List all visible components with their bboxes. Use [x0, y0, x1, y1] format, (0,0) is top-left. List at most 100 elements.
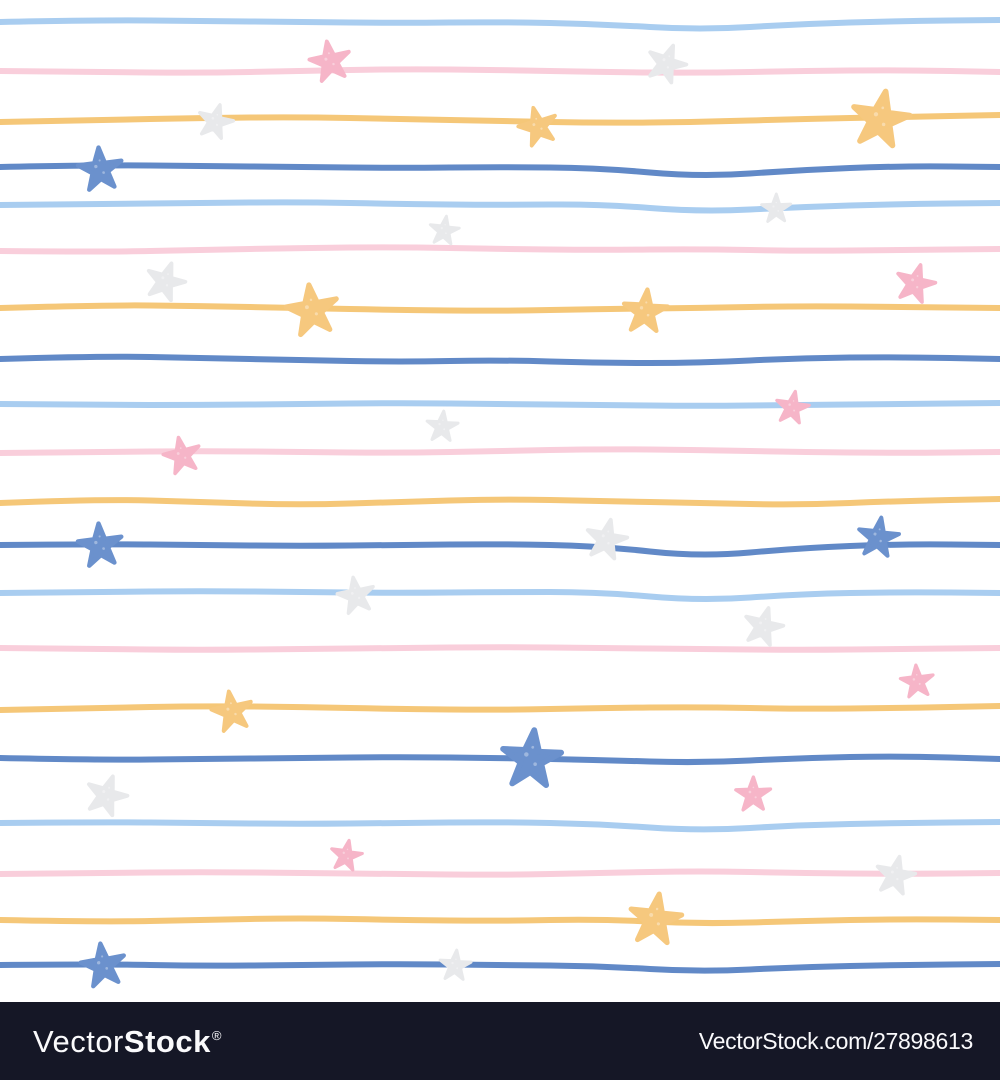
- star-speckle: [792, 400, 795, 402]
- star-speckle: [94, 540, 98, 545]
- star-speckle: [656, 922, 660, 926]
- star-icon-pink: [734, 775, 773, 812]
- star-speckle: [455, 958, 457, 961]
- star-speckle: [793, 409, 796, 412]
- star-icon-gray: [428, 214, 461, 246]
- star-speckle: [764, 618, 767, 620]
- stripe-line-lightblue: [0, 819, 1000, 833]
- stripe-line-yellow: [0, 302, 1000, 314]
- star-speckle: [916, 286, 919, 289]
- stripe-line-pink: [0, 446, 1000, 456]
- registered-trademark-icon: ®: [211, 1028, 222, 1044]
- star-speckle: [215, 123, 219, 126]
- star-speckle: [309, 298, 313, 302]
- star-icon-blue: [857, 515, 901, 558]
- stripe-line-lightblue: [0, 400, 1000, 409]
- star-speckle: [176, 452, 180, 455]
- star-speckle: [911, 278, 915, 282]
- star-speckle: [102, 547, 105, 550]
- star-speckle: [101, 955, 104, 958]
- stripe-line-yellow: [0, 112, 1000, 126]
- star-speckle: [912, 678, 916, 681]
- stripe-line-yellow: [0, 915, 1000, 927]
- pattern-svg: [0, 17, 1000, 989]
- star-icon-yellow: [209, 689, 253, 733]
- star-icon-gray: [335, 575, 375, 615]
- star-speckle: [655, 907, 659, 911]
- star-speckle: [179, 447, 182, 449]
- star-speckle: [442, 419, 444, 422]
- star-speckle: [777, 210, 780, 212]
- star-speckle: [639, 306, 644, 310]
- star-speckle: [772, 205, 775, 208]
- star-speckle: [211, 116, 215, 120]
- star-speckle: [324, 57, 328, 61]
- star-speckle: [358, 596, 361, 599]
- vectorstock-image-url: VectorStock.com/27898613: [698, 1027, 973, 1054]
- star-speckle: [646, 313, 650, 317]
- stripe-line-lightblue: [0, 17, 1000, 32]
- star-icon-yellow: [851, 88, 913, 149]
- star-icon-blue: [78, 941, 126, 989]
- star-speckle: [775, 201, 778, 204]
- stripe-line-pink: [0, 66, 1000, 76]
- star-speckle: [332, 62, 335, 66]
- star-speckle: [878, 528, 881, 531]
- star-icon-yellow: [621, 287, 670, 333]
- star-speckle: [347, 857, 349, 860]
- star-icon-pink: [896, 263, 938, 304]
- star-speckle: [881, 122, 886, 127]
- watermark-bar: VectorStock® VectorStock.com/27898613: [0, 1002, 1000, 1080]
- star-speckle: [535, 117, 538, 120]
- star-speckle: [601, 534, 605, 538]
- star-icon-pink: [161, 435, 201, 476]
- star-icon-gray: [585, 517, 630, 561]
- star-icon-gray: [744, 606, 786, 647]
- stripe-line-blue: [0, 162, 1000, 179]
- star-speckle: [346, 848, 349, 851]
- star-speckle: [226, 707, 230, 711]
- star-speckle: [754, 796, 757, 799]
- star-speckle: [896, 877, 899, 881]
- star-icon-pink: [898, 663, 935, 699]
- star-speckle: [752, 786, 755, 789]
- star-speckle: [354, 587, 356, 589]
- star-speckle: [873, 532, 877, 536]
- stripe-line-yellow: [0, 496, 1000, 508]
- star-icon-yellow: [516, 105, 557, 148]
- star-speckle: [748, 790, 752, 794]
- star-speckle: [607, 541, 610, 545]
- star-speckle: [444, 224, 446, 226]
- vectorstock-logo: VectorStock®: [33, 1026, 222, 1057]
- star-speckle: [645, 301, 648, 304]
- star-speckle: [445, 232, 447, 235]
- star-speckle: [96, 961, 101, 965]
- stripe-line-lightblue: [0, 199, 1000, 214]
- star-speckle: [915, 674, 918, 676]
- stripe-line-yellow: [0, 703, 1000, 713]
- star-speckle: [438, 422, 441, 426]
- star-speckle: [649, 912, 654, 917]
- star-speckle: [896, 866, 899, 869]
- stripe-line-blue: [0, 353, 1000, 367]
- star-speckle: [764, 629, 767, 632]
- star-icon-gray: [760, 192, 793, 223]
- star-speckle: [440, 226, 443, 230]
- star-icon-yellow: [283, 282, 339, 338]
- star-icon-gray: [198, 103, 236, 140]
- star-speckle: [98, 535, 101, 538]
- star-speckle: [165, 284, 169, 287]
- star-speckle: [234, 712, 237, 716]
- star-icon-gray: [648, 43, 689, 85]
- star-speckle: [533, 762, 537, 767]
- star-speckle: [916, 275, 919, 277]
- stripe-line-pink: [0, 644, 1000, 653]
- star-speckle: [662, 58, 666, 62]
- star-speckle: [456, 967, 459, 970]
- star-speckle: [881, 106, 885, 110]
- star-speckle: [443, 428, 446, 431]
- star-speckle: [666, 66, 670, 69]
- star-speckle: [879, 539, 882, 543]
- star-speckle: [524, 752, 529, 757]
- star-speckle: [105, 967, 109, 970]
